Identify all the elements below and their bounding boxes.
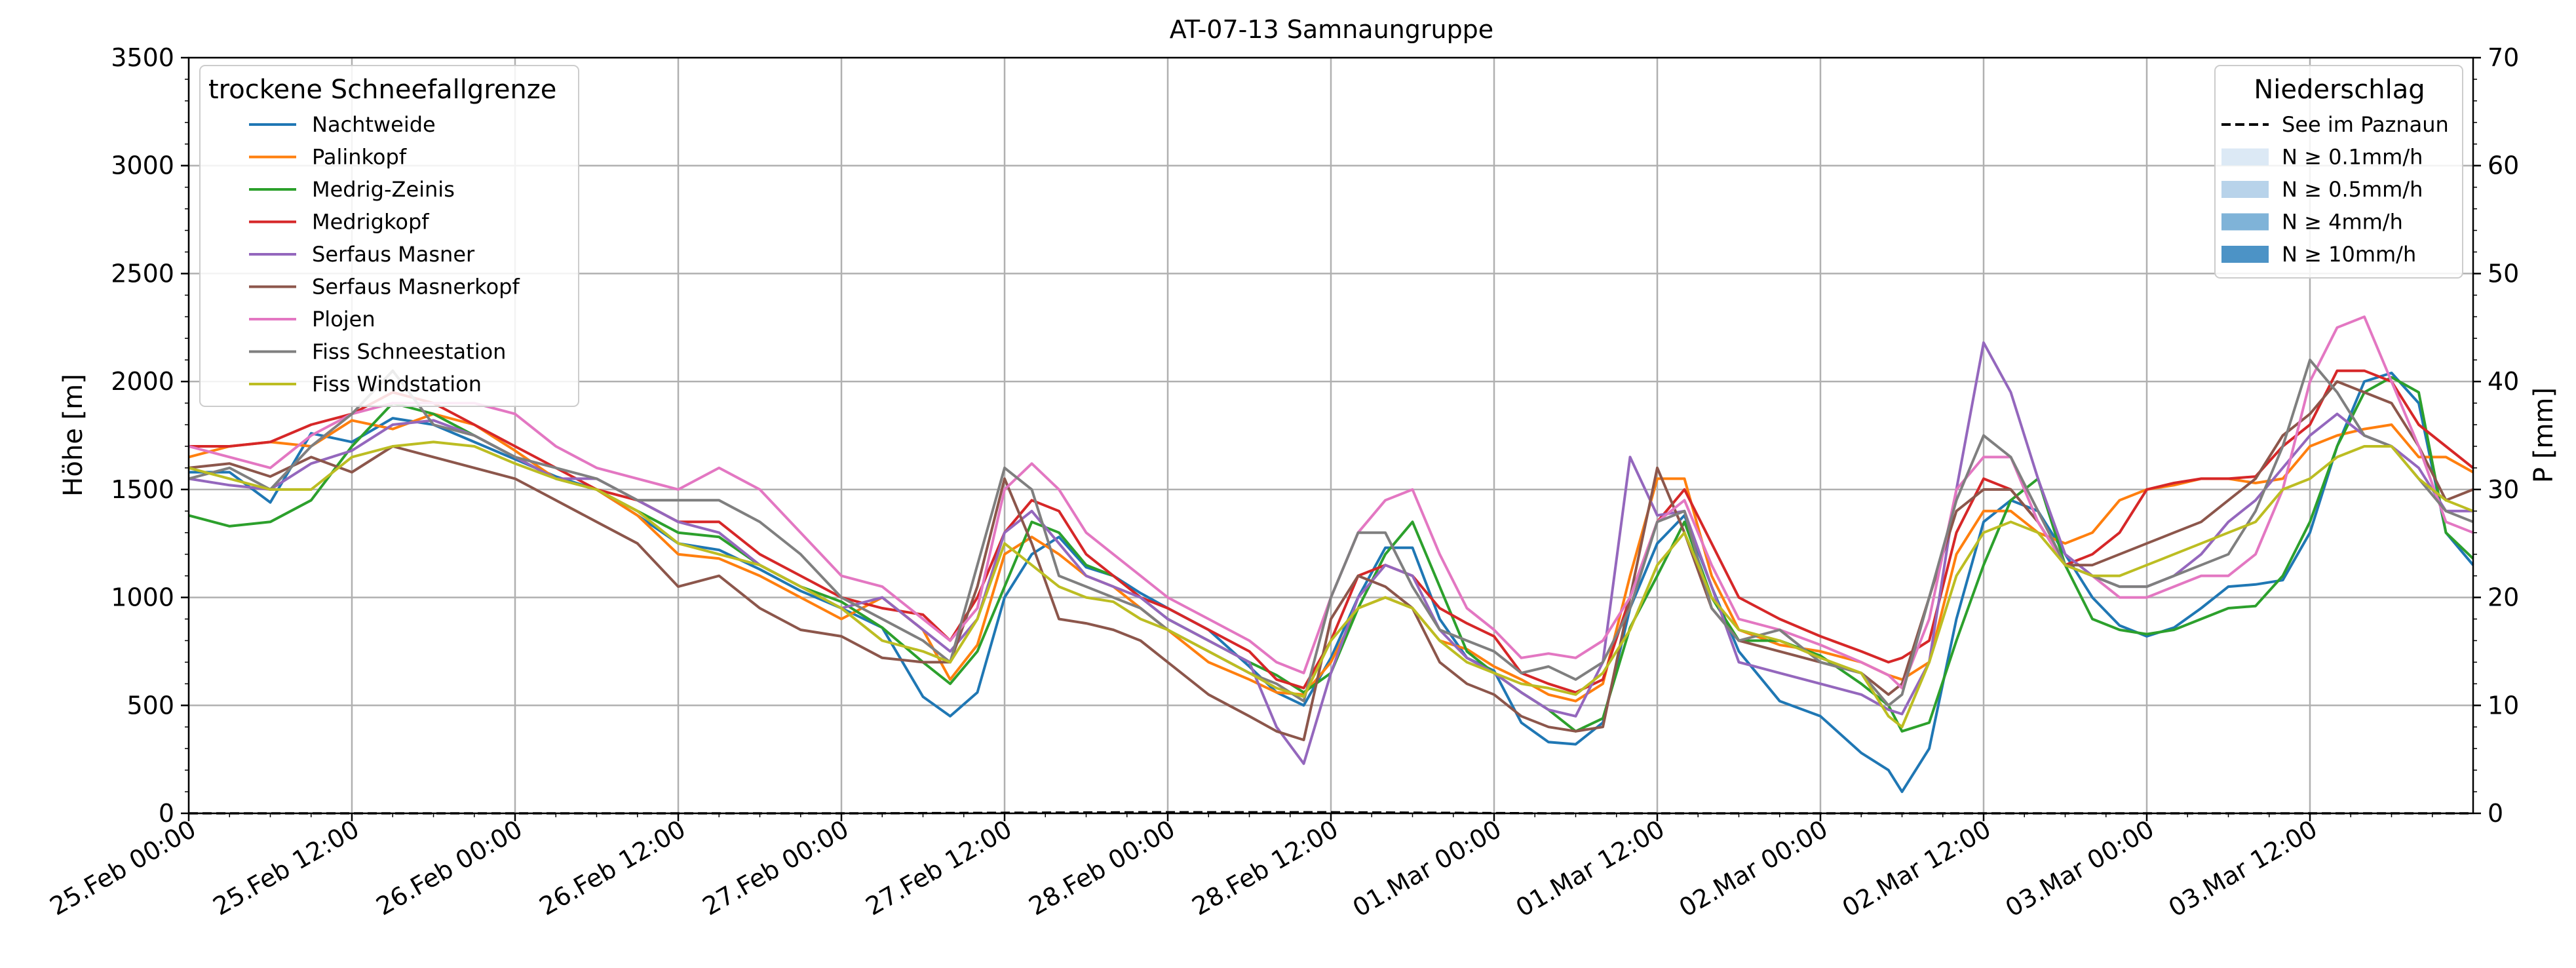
y-tick-label: 2500 (111, 259, 174, 288)
series-line-medrig-zeinis (188, 376, 2474, 733)
legend-label: Fiss Windstation (312, 372, 482, 397)
legend-snowline-title: trockene Schneefallgrenze (208, 75, 556, 105)
y2-tick-label: 70 (2488, 43, 2519, 72)
legend-label: Palinkopf (312, 145, 407, 170)
y2-tick-label: 30 (2488, 475, 2519, 504)
legend-swatch (2221, 213, 2269, 231)
legend-label: N ≥ 4mm/h (2282, 210, 2403, 235)
y2-tick-label: 50 (2488, 259, 2519, 288)
legend-swatch (2221, 246, 2269, 263)
series-line-plojen (188, 315, 2474, 689)
y2-axis-label: P [mm] (2529, 387, 2559, 483)
legend-label: Serfaus Masnerkopf (312, 275, 520, 300)
legend-label: Serfaus Masner (312, 242, 475, 267)
y-axis-label: Höhe [m] (58, 374, 88, 496)
y2-tick-label: 60 (2488, 151, 2519, 180)
series-line-fiss-windstation (188, 440, 2474, 729)
y-tick-label: 500 (126, 691, 174, 720)
y2-tick-label: 0 (2488, 799, 2503, 828)
legend-label: N ≥ 0.5mm/h (2282, 177, 2423, 202)
y2-tick-label: 40 (2488, 367, 2519, 396)
y-tick-label: 1000 (111, 583, 174, 612)
y-tick-label: 3000 (111, 151, 174, 180)
y2-tick-label: 20 (2488, 583, 2519, 612)
series-layer (188, 315, 2474, 794)
legend-label: N ≥ 0.1mm/h (2282, 145, 2423, 170)
legend-label: Medrig-Zeinis (312, 177, 455, 202)
y-tick-label: 3500 (111, 43, 174, 72)
legend-label: Nachtweide (312, 112, 436, 137)
legend-precipitation: Niederschlag See im Paznaun N ≥ 0.1mm/h N … (2214, 65, 2463, 279)
y-tick-label: 1500 (111, 475, 174, 504)
legend-snowline: trockene Schneefallgrenze Nachtweide Pali… (199, 65, 579, 407)
y-axis-right: 0 10 20 30 40 50 60 70 (2473, 43, 2519, 828)
series-line-fiss-schneestation (188, 358, 2474, 707)
legend-label: See im Paznaun (2282, 112, 2449, 137)
legend-precipitation-title: Niederschlag (2254, 75, 2425, 105)
y-tick-label: 2000 (111, 367, 174, 396)
series-line-serfaus-masnerkopf (188, 380, 2474, 741)
legend-label: N ≥ 10mm/h (2282, 242, 2416, 267)
y-tick-label: 0 (159, 799, 174, 828)
y2-tick-label: 10 (2488, 691, 2519, 720)
legend-swatch (2221, 181, 2269, 198)
chart-title: AT-07-13 Samnaungruppe (1170, 15, 1493, 44)
legend-label: Fiss Schneestation (312, 339, 506, 364)
legend-swatch (2221, 148, 2269, 166)
legend-label: Plojen (312, 307, 375, 332)
legend-label: Medrigkopf (312, 210, 429, 235)
series-line-medrigkopf (189, 369, 2474, 694)
y-axis-left: 0 500 1000 1500 2000 2500 3000 3500 (111, 43, 189, 828)
